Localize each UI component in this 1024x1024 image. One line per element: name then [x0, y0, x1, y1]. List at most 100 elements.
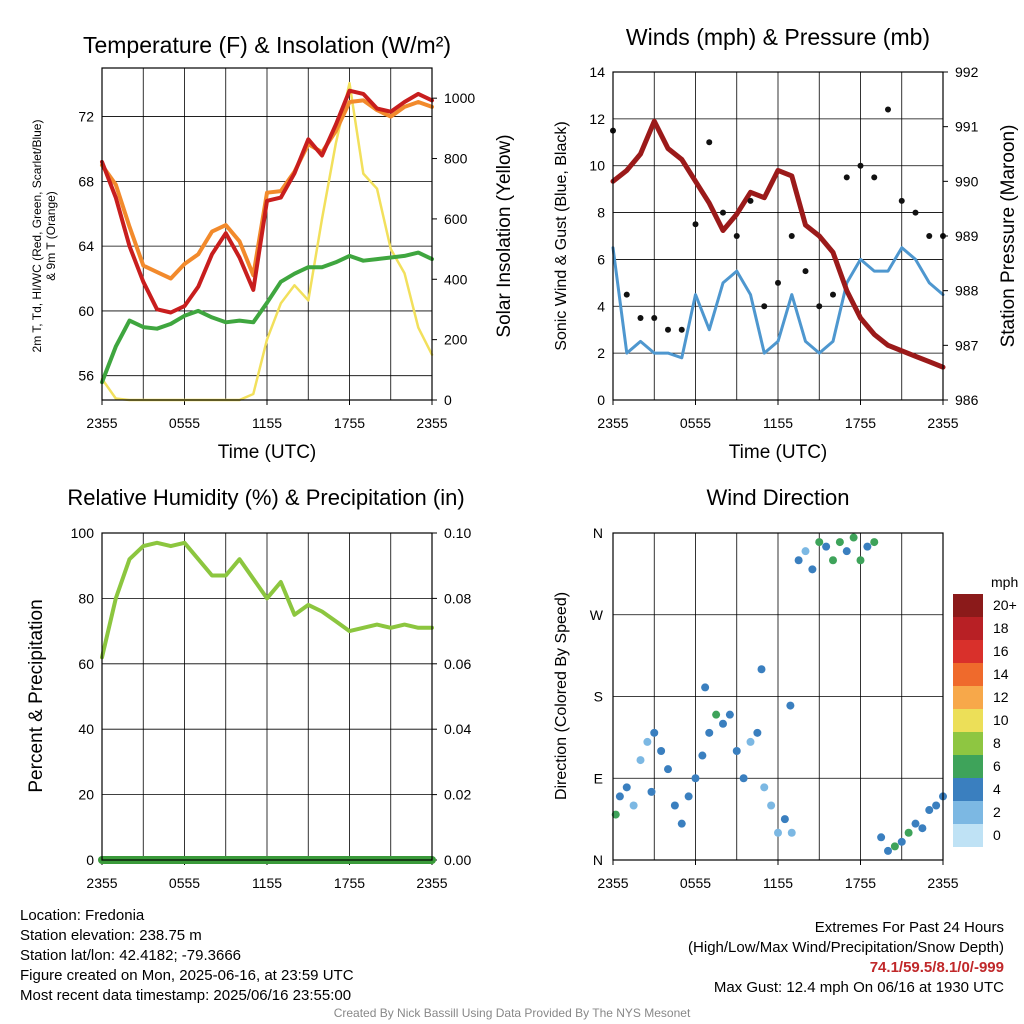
- wind-y-tick-label: 14: [589, 64, 605, 80]
- wind-gust-point: [788, 233, 795, 239]
- station-location: Location: Fredonia: [20, 907, 145, 924]
- wind-y2-tick-label: 991: [955, 119, 979, 135]
- rh-humidity-line: [100, 540, 434, 660]
- station-info: Location: Fredonia Station elevation: 23…: [20, 906, 354, 1006]
- rh-y2-tick-label: 0.04: [444, 721, 471, 737]
- wind-gust-point: [678, 326, 685, 333]
- temp-plot-frame: [101, 67, 433, 401]
- wind-y2-tick-label: 992: [955, 64, 979, 80]
- dir-point: [760, 783, 769, 792]
- rh-y-tick-label: 60: [78, 656, 94, 672]
- rh-panel-title: Relative Humidity (%) & Precipitation (i…: [67, 485, 464, 510]
- dir-point: [767, 801, 776, 810]
- temp-series-line: [100, 250, 434, 385]
- wind-gust-point: [857, 162, 864, 169]
- dir-point: [884, 846, 892, 855]
- wind-y-tick-label: 10: [589, 158, 605, 174]
- wind-pressure-line: [610, 118, 946, 370]
- rh-y2-tick-label: 0.00: [444, 852, 471, 868]
- rh-y-tick-label: 40: [78, 721, 94, 737]
- extremes-values: 74.1/59.5/8.1/0/-999: [869, 959, 1004, 976]
- dir-point: [918, 824, 927, 833]
- colorbar-swatch: [953, 640, 983, 663]
- dir-point: [643, 737, 652, 746]
- rh-y2-tick-label: 0.08: [444, 590, 471, 606]
- extremes-info: Extremes For Past 24 Hours (High/Low/Max…: [688, 918, 1004, 998]
- colorbar-tick-label: 12: [993, 689, 1009, 705]
- rh-x-tick-label: 0555: [169, 875, 200, 891]
- dir-plot-frame: [612, 532, 944, 861]
- rh-y-axis-label: Percent & Precipitation: [26, 599, 47, 792]
- temp-series-line: [100, 88, 434, 315]
- colorbar-swatch: [953, 617, 983, 640]
- wind-x-tick-label: 0555: [680, 415, 711, 431]
- dir-point: [780, 815, 789, 824]
- colorbar-swatch: [953, 824, 983, 847]
- dir-point: [615, 792, 624, 801]
- dir-point: [701, 683, 710, 692]
- dir-y-tick-label: N: [593, 525, 603, 541]
- wind-y-tick-label: 4: [597, 298, 605, 314]
- wind-y-axis-label: Sonic Wind & Gust (Blue, Black): [553, 121, 570, 350]
- wind-x-tick-label: 2355: [927, 415, 958, 431]
- wind-y2-tick-label: 988: [955, 283, 979, 299]
- dir-point: [746, 737, 755, 746]
- wind-y2-tick-label: 987: [955, 337, 979, 353]
- dir-point: [932, 801, 941, 810]
- dir-point: [842, 547, 851, 556]
- dir-x-tick-label: 1755: [845, 875, 876, 891]
- dir-point: [684, 792, 693, 801]
- colorbar-tick-label: 16: [993, 643, 1009, 659]
- wind-gust-point: [775, 279, 781, 286]
- dir-point: [822, 542, 831, 551]
- rh-y-tick-label: 0: [86, 852, 94, 868]
- temp-x-tick-label: 1755: [334, 415, 365, 431]
- dir-point: [829, 556, 837, 565]
- colorbar-tick-label: 14: [993, 666, 1009, 682]
- credit-line: Created By Nick Bassill Using Data Provi…: [333, 1006, 691, 1020]
- rh-y2-tick-label: 0.10: [444, 525, 471, 541]
- dir-point: [611, 810, 620, 819]
- rh-y-tick-label: 80: [78, 590, 94, 606]
- wind-gust-point: [692, 221, 699, 228]
- temp-y-tick-label: 60: [78, 303, 94, 319]
- colorbar-tick-label: 10: [993, 712, 1009, 728]
- extremes-title: Extremes For Past 24 Hours: [814, 919, 1004, 936]
- dir-point: [794, 556, 803, 565]
- wind-gust-point: [720, 209, 726, 216]
- temp-y2-tick-label: 200: [444, 332, 468, 348]
- dir-point: [670, 801, 679, 810]
- wind-gust-point: [802, 268, 809, 275]
- wind-y2-tick-label: 986: [955, 392, 979, 408]
- dir-point: [815, 538, 824, 547]
- temp-y2-tick-label: 400: [444, 271, 468, 287]
- wind-panel: 0 2 4 6 8 10 12 14 986 987 988 989 990 991 992 2355 0555…: [589, 64, 978, 431]
- temp-y2-axis-label: Solar Insolation (Yellow): [494, 134, 515, 337]
- wind-y2-tick-label: 989: [955, 228, 979, 244]
- wind-gust-point: [898, 197, 905, 204]
- wind-gust-point: [706, 139, 713, 146]
- dir-point: [911, 819, 920, 828]
- dir-point: [863, 542, 872, 551]
- dir-point: [636, 756, 645, 765]
- dir-y-tick-label: S: [594, 689, 603, 705]
- wind-y-tick-label: 8: [597, 205, 605, 221]
- dir-point: [801, 547, 810, 556]
- dir-point: [647, 787, 656, 796]
- max-gust: Max Gust: 12.4 mph On 06/16 at 1930 UTC: [713, 979, 1004, 996]
- colorbar-tick-label: 18: [993, 620, 1009, 636]
- colorbar-tick-label: 8: [993, 735, 1001, 751]
- rh-y-tick-label: 20: [78, 787, 94, 803]
- dir-point: [657, 747, 666, 755]
- dir-point: [677, 819, 686, 828]
- dir-point: [629, 801, 638, 810]
- dir-point: [925, 806, 934, 815]
- temp-x-tick-label: 1155: [252, 415, 282, 431]
- colorbar-swatch: [953, 594, 983, 617]
- dir-point: [725, 710, 734, 719]
- colorbar-swatch: [953, 663, 983, 686]
- dir-panel: N E S W N 2355 0555 1155 1755 2355: [590, 525, 959, 891]
- wind-panel-title: Winds (mph) & Pressure (mb): [626, 24, 930, 50]
- temp-x-axis-label: Time (UTC): [218, 442, 317, 463]
- wind-gust-point: [637, 315, 644, 321]
